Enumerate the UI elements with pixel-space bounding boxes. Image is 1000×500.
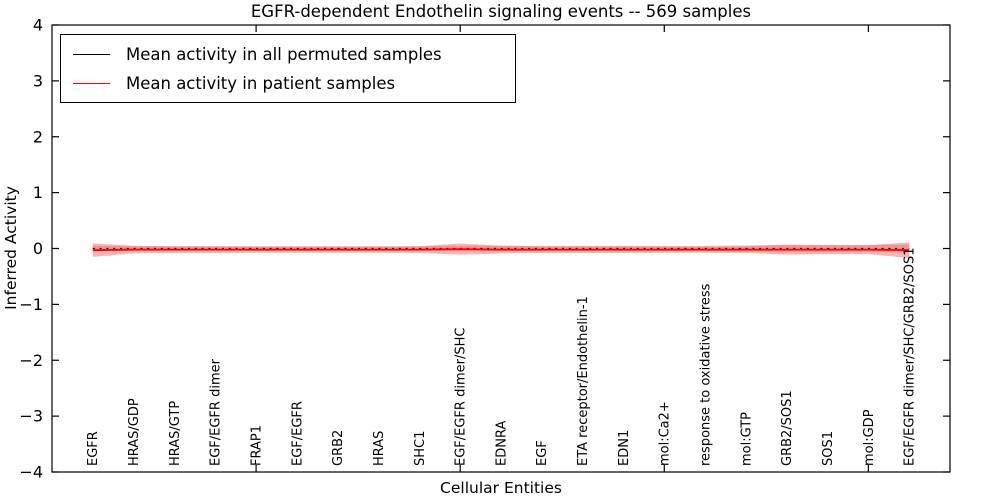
entity-label: EDN1 (617, 430, 632, 466)
y-tick-label: −2 (19, 351, 43, 370)
entity-label: EGFR (86, 431, 101, 466)
y-tick-labels: −4 −3 −2 −1 0 1 2 3 4 (19, 16, 43, 482)
entity-label: GRB2/SOS1 (780, 390, 795, 466)
legend-item-patient: Mean activity in patient samples (73, 70, 505, 96)
entity-label: mol:GDP (862, 409, 877, 466)
entity-label: HRAS (372, 431, 387, 466)
permuted-line-swatch (73, 53, 110, 55)
y-tick-label: −4 (19, 463, 43, 482)
entity-label: ETA receptor/Endothelin-1 (576, 296, 591, 466)
entity-label: HRAS/GTP (168, 401, 183, 466)
entity-label: HRAS/GDP (127, 398, 142, 466)
chart-title: EGFR-dependent Endothelin signaling even… (251, 2, 751, 21)
legend-label-permuted: Mean activity in all permuted samples (126, 44, 442, 64)
legend-label-patient: Mean activity in patient samples (126, 73, 396, 93)
entity-label: EGF/EGFR dimer/SHC/GRB2/SOS1 (903, 248, 918, 467)
x-category-labels: EGFR HRAS/GDP HRAS/GTP EGF/EGFR dimer FRAP1 E… (86, 248, 917, 467)
entity-label: EGF/EGFR dimer (209, 358, 224, 466)
y-axis-label: Inferred Activity (2, 186, 20, 310)
legend-item-permuted: Mean activity in all permuted samples (73, 41, 505, 67)
entity-label: GRB2 (331, 430, 346, 466)
y-tick-label: 2 (33, 127, 43, 146)
entity-label: mol:GTP (739, 412, 754, 466)
axis-ticks (52, 24, 950, 473)
y-tick-label: −3 (19, 407, 43, 426)
entity-label: EGF/EGFR dimer/SHC (454, 328, 469, 466)
entity-label: response to oxidative stress (699, 283, 714, 466)
x-axis-label: Cellular Entities (440, 479, 562, 497)
y-tick-label: 4 (33, 16, 43, 35)
entity-label: EDNRA (494, 421, 509, 466)
entity-label: SOS1 (821, 431, 836, 466)
entity-label: EGF (535, 440, 550, 466)
patient-mean-line (92, 248, 910, 252)
entity-label: EGF/EGFR (290, 401, 305, 466)
entity-label: SHC1 (413, 431, 428, 466)
y-tick-label: −1 (19, 295, 43, 314)
y-tick-label: 0 (33, 239, 43, 258)
legend-box: Mean activity in all permuted samples Me… (60, 34, 516, 103)
series-lines (92, 247, 910, 252)
patient-line-swatch (73, 82, 110, 84)
y-tick-label: 3 (33, 71, 43, 90)
entity-label: FRAP1 (250, 425, 265, 466)
y-tick-label: 1 (33, 183, 43, 202)
entity-label: mol:Ca2+ (658, 401, 673, 466)
